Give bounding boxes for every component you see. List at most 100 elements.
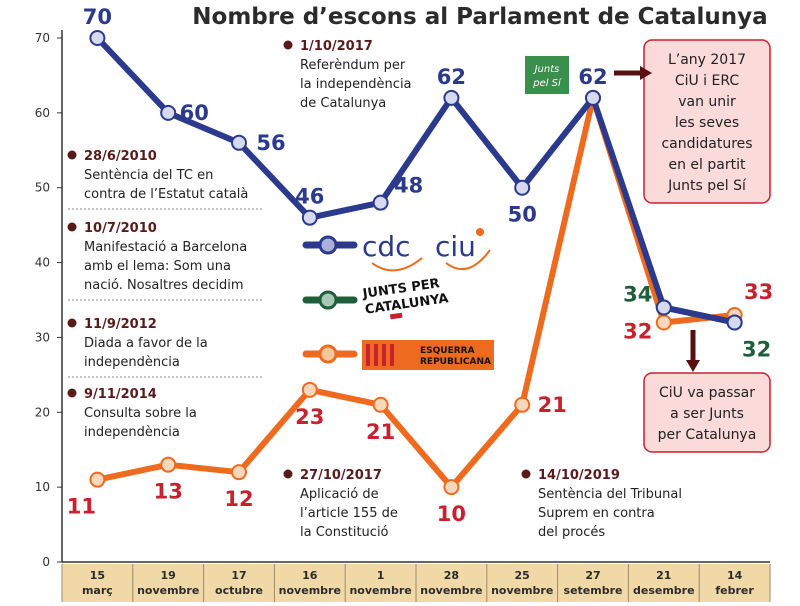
data-label-erc: 10 [437, 502, 466, 526]
x-tick-label-day: 21 [656, 569, 671, 582]
x-tick-label-day: 17 [231, 569, 246, 582]
callout-box: CiU va passar a ser Junts per Catalunya [643, 372, 771, 453]
annotation-text: Sentència del Tribunal [538, 487, 682, 502]
jxsi-logo: Junts pel Sí [525, 56, 569, 94]
data-point-ciu [231, 134, 247, 151]
data-label-erc: 32 [623, 319, 652, 343]
chart-title: Nombre d’escons al Parlament de Cataluny… [192, 4, 767, 30]
x-tick-label-month: novembre [279, 584, 341, 597]
data-label-ciu: 70 [83, 5, 112, 29]
erc-icon-stripe-1 [366, 344, 370, 366]
ciu-logo-dot [476, 228, 484, 236]
callout-box: L’any 2017 CiU i ERC van unir les seves cand… [643, 39, 771, 204]
data-point-ciu [726, 314, 743, 331]
data-label-erc: 21 [366, 420, 395, 444]
annotation: 14/10/2019 Sentència del Tribunal Suprem e… [521, 468, 682, 540]
jxsi-logo-line-1: Junts [533, 64, 560, 75]
data-label-ciu: 46 [295, 185, 324, 209]
x-tick-label-day: 16 [302, 569, 318, 582]
x-tick-label-day: 28 [444, 569, 459, 582]
data-label-erc: 13 [154, 480, 183, 504]
callout-arrow-1-head [640, 66, 652, 80]
legend-ciu: cdc ciu [302, 228, 491, 272]
x-tick-label-day: 19 [161, 569, 176, 582]
x-tick-label-month: novembre [137, 584, 199, 597]
annotation-text: l’article 155 de [300, 506, 398, 521]
erc-logo-line-1: ESQUERRA [420, 346, 475, 356]
annotation-bullet [67, 318, 77, 328]
callout-box-frame [643, 39, 771, 204]
annotation-text: independència [84, 355, 180, 370]
data-label-ciu: 60 [180, 101, 209, 125]
ciu-arrow-icon [445, 249, 491, 271]
annotation-text: la Constitució [300, 525, 389, 540]
data-point-ciu [301, 209, 318, 226]
annotation-text: Aplicació de [300, 487, 379, 502]
callout-arrow-2-head [686, 360, 700, 372]
annotation-bullet [283, 40, 293, 50]
data-point-erc [372, 396, 389, 413]
annotation-bullet [67, 388, 77, 398]
data-point-erc [443, 479, 460, 496]
data-label-erc: 12 [224, 487, 253, 511]
erc-icon-stripe-2 [374, 344, 378, 366]
annotation: 27/10/2017 Aplicació de l’article 155 de la… [283, 468, 398, 540]
erc-icon-stripe-4 [390, 344, 394, 366]
x-tick-label-day: 15 [90, 569, 105, 582]
data-point-ciu [372, 194, 389, 211]
annotation-text: del procés [538, 525, 605, 540]
callout-box-text: L’any 2017 [668, 52, 746, 68]
annotation-date: 14/10/2019 [538, 468, 620, 483]
callout-box-text: Junts pel Sí [667, 178, 747, 194]
data-label-ciu: 62 [578, 65, 607, 89]
x-tick-label-day: 14 [727, 569, 743, 582]
jxsi-logo-box [525, 56, 569, 94]
annotation-text: Sentència del TC en [84, 168, 213, 183]
legend-cdc-logo-text: cdc [362, 230, 411, 263]
data-label-ciu: 62 [437, 65, 466, 89]
series-line-ciu [94, 35, 738, 326]
x-tick-label-day: 25 [515, 569, 530, 582]
legend-erc-swatch-marker [318, 344, 338, 364]
data-label-erc: 23 [295, 405, 324, 429]
y-tick-label: 0 [42, 555, 50, 569]
legend-ciu-logo-text: ciu [435, 230, 476, 263]
callout-box-text: CiU va passar [659, 385, 755, 401]
annotation-bullet [283, 469, 293, 479]
annotation-date: 9/11/2014 [84, 387, 157, 402]
annotation: 9/11/2014 Consulta sobre la independència [67, 387, 197, 440]
legend-erc: ESQUERRA REPUBLICANA [302, 340, 494, 370]
callout-box-text: les seves [675, 115, 739, 131]
series-ciu [89, 30, 743, 331]
erc-logo-icon [366, 344, 394, 366]
data-point-ciu [443, 89, 460, 106]
data-point-ciu [514, 179, 531, 196]
callout-arrows [614, 66, 700, 372]
callout-box-frame [643, 372, 771, 453]
annotation-date: 11/9/2012 [84, 317, 157, 332]
data-point-erc [160, 456, 177, 473]
annotation-text: independència [84, 425, 180, 440]
annotation-text: nació. Nosaltres decidim [84, 278, 244, 293]
x-tick-label-month: novembre [491, 584, 553, 597]
y-tick-label: 10 [35, 480, 50, 494]
erc-logo-line-2: REPUBLICANA [420, 357, 491, 367]
annotation-date: 1/10/2017 [300, 39, 373, 54]
junts-logo: JUNTS PER CATALUNYA [361, 276, 449, 320]
x-tick-label-month: setembre [564, 584, 623, 597]
data-label-ciu: 50 [508, 203, 537, 227]
x-tick-label-month: febrer [715, 584, 754, 597]
annotation-bullet [521, 469, 531, 479]
legend-junts: JUNTS PER CATALUNYA [302, 276, 449, 320]
data-label-junts: 34 [623, 282, 652, 306]
x-tick-label-month: novembre [349, 584, 411, 597]
jxsi-logo-line-2: pel Sí [532, 77, 562, 89]
x-tick-label-day: 1 [377, 569, 385, 582]
callout-box-text: en el partit [669, 157, 746, 173]
y-tick-label: 40 [35, 256, 50, 270]
legend-junts-swatch-marker [318, 290, 338, 310]
data-label-ciu: 48 [394, 174, 423, 198]
x-tick-label-month: novembre [420, 584, 482, 597]
annotation-text: Diada a favor de la [84, 336, 208, 351]
